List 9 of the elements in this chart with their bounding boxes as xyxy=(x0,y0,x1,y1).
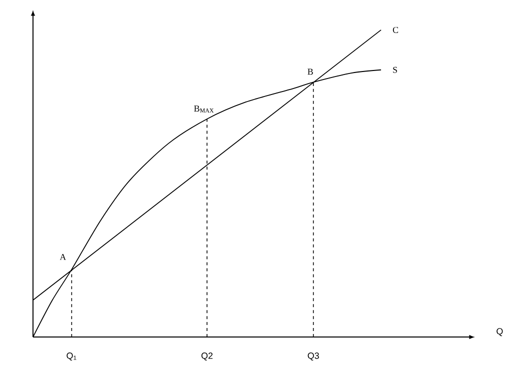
annotation: B$_{MAX}$ xyxy=(194,106,214,112)
series-label: S xyxy=(393,66,397,73)
x-tick-label: Q2 xyxy=(201,352,213,360)
x-tick-label: Q$_{1}$ xyxy=(66,352,76,360)
annotation: A xyxy=(60,254,66,260)
annotation: B xyxy=(308,68,313,75)
x-tick-label: Q3 xyxy=(308,352,319,360)
series-label: C xyxy=(392,26,398,33)
text: Q xyxy=(496,328,503,336)
